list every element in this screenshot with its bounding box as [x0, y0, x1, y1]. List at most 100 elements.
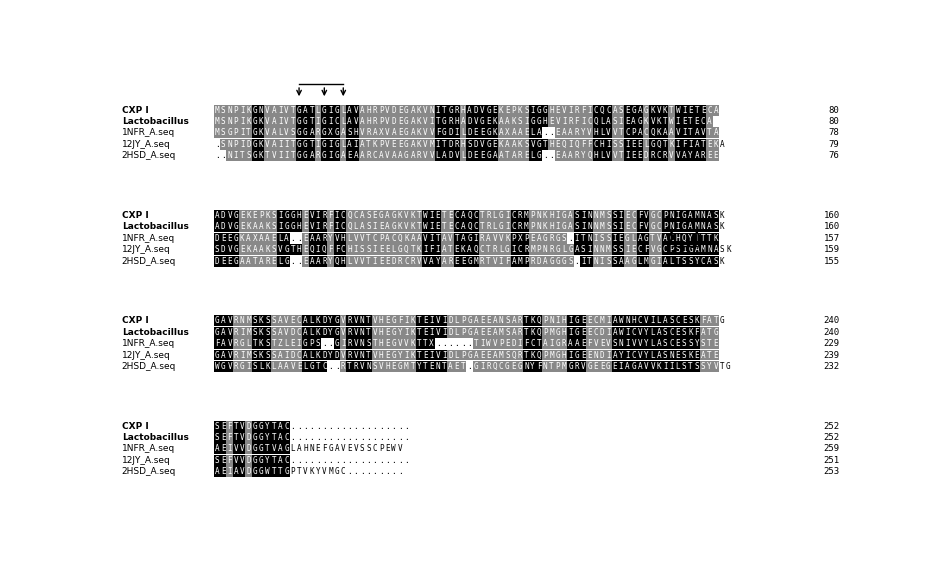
Text: C: C	[643, 128, 648, 137]
Text: C: C	[700, 117, 704, 126]
Bar	[333, 105, 340, 116]
Text: C: C	[656, 222, 661, 231]
Bar	[485, 210, 491, 221]
Text: R: R	[574, 128, 579, 137]
Text: K: K	[530, 316, 534, 325]
Bar	[705, 255, 712, 267]
Text: V: V	[637, 328, 642, 337]
Text: A: A	[309, 234, 313, 243]
Bar	[245, 244, 251, 255]
Text: K: K	[694, 316, 699, 325]
Text: L: L	[656, 316, 661, 325]
Bar	[328, 221, 333, 233]
Bar	[239, 315, 245, 326]
Bar	[611, 210, 617, 221]
Bar	[227, 421, 232, 431]
Bar	[561, 116, 566, 127]
Text: I: I	[581, 256, 585, 266]
Bar	[573, 338, 580, 349]
Bar	[409, 150, 415, 161]
Bar	[705, 244, 712, 255]
Text: K: K	[504, 234, 509, 243]
Text: A: A	[694, 128, 699, 137]
Text: 12JY_A.seq: 12JY_A.seq	[122, 140, 170, 149]
Text: E: E	[492, 140, 497, 149]
Text: 78: 78	[828, 128, 838, 137]
Text: L: L	[246, 339, 250, 348]
Bar	[277, 432, 283, 443]
Text: N: N	[360, 339, 364, 348]
Bar	[516, 349, 523, 360]
Bar	[686, 244, 693, 255]
Bar	[213, 255, 220, 267]
Text: A: A	[233, 467, 238, 477]
Bar	[409, 233, 415, 244]
Bar	[674, 255, 681, 267]
Text: K: K	[309, 467, 313, 477]
Bar	[258, 443, 264, 454]
Bar	[346, 315, 352, 326]
Bar	[422, 327, 428, 337]
Text: V: V	[278, 245, 282, 254]
Bar	[535, 327, 542, 337]
Text: Y: Y	[265, 433, 270, 442]
Bar	[523, 116, 529, 127]
Bar	[346, 255, 352, 267]
Text: L: L	[649, 339, 654, 348]
Bar	[466, 221, 472, 233]
Text: I: I	[675, 140, 680, 149]
Text: .: .	[303, 456, 308, 465]
Bar	[396, 244, 403, 255]
Text: T: T	[668, 105, 673, 115]
Text: A: A	[543, 339, 547, 348]
Bar	[542, 210, 548, 221]
Text: A: A	[278, 316, 282, 325]
Text: V: V	[385, 105, 389, 115]
Bar	[598, 349, 604, 360]
Bar	[611, 349, 617, 360]
Bar	[258, 139, 264, 150]
Bar	[655, 327, 662, 337]
Text: G: G	[322, 105, 327, 115]
Text: A: A	[265, 234, 270, 243]
Text: V: V	[423, 117, 428, 126]
Bar	[466, 327, 472, 337]
Bar	[548, 244, 554, 255]
Text: .: .	[404, 433, 408, 442]
Bar	[611, 221, 617, 233]
Text: I: I	[328, 140, 332, 149]
Text: A: A	[543, 256, 547, 266]
Bar	[346, 233, 352, 244]
Bar	[693, 338, 700, 349]
Text: I: I	[574, 234, 579, 243]
Text: T: T	[524, 351, 528, 360]
Bar	[346, 116, 352, 127]
Bar	[636, 128, 643, 139]
Text: 155: 155	[822, 256, 838, 266]
Bar	[245, 255, 251, 267]
Text: E: E	[480, 351, 484, 360]
Text: T: T	[706, 351, 711, 360]
Text: A: A	[391, 128, 396, 137]
Bar	[308, 244, 314, 255]
Text: E: E	[599, 339, 604, 348]
Bar	[384, 139, 390, 150]
Bar	[264, 455, 270, 466]
Text: A: A	[492, 316, 497, 325]
Text: N: N	[593, 245, 598, 254]
Bar	[554, 338, 561, 349]
Text: A: A	[397, 151, 402, 160]
Bar	[592, 338, 598, 349]
Bar	[428, 255, 434, 267]
Bar	[283, 128, 289, 139]
Bar	[245, 128, 251, 139]
Text: A: A	[605, 117, 610, 126]
Bar	[289, 349, 295, 360]
Bar	[561, 233, 566, 244]
Text: E: E	[454, 362, 459, 371]
Bar	[636, 210, 643, 221]
Bar	[491, 255, 497, 267]
Bar	[251, 349, 258, 360]
Text: G: G	[466, 316, 471, 325]
Bar	[592, 327, 598, 337]
